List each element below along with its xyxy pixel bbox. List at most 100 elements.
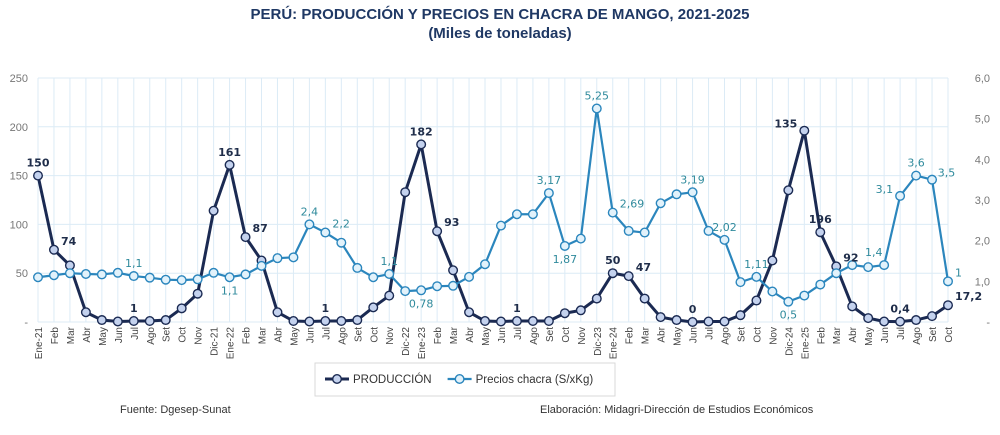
legend-marker — [332, 374, 343, 385]
data-point — [543, 316, 554, 327]
x-tick-label: Nov — [577, 327, 588, 345]
y-right-tick-label: - — [986, 317, 990, 329]
y-right-tick-label: 4,0 — [975, 154, 990, 166]
data-label: 74 — [61, 235, 77, 248]
y-left-tick-label: 50 — [16, 268, 28, 280]
x-tick-label: Ago — [720, 327, 731, 345]
data-point — [767, 255, 778, 266]
y-right-tick-label: 6,0 — [975, 73, 990, 85]
data-label: 0 — [689, 303, 697, 316]
x-tick-label: Jul — [321, 327, 332, 340]
x-tick-label: Mar — [258, 326, 269, 344]
data-point — [607, 268, 618, 279]
x-tick-label: Ene-25 — [800, 327, 811, 360]
y-right-tick-label: 3,0 — [975, 195, 990, 207]
data-label: 87 — [253, 222, 268, 235]
x-tick-label: Ago — [529, 327, 540, 345]
data-point — [448, 265, 459, 276]
data-point — [815, 279, 826, 290]
x-tick-label: May — [481, 327, 492, 346]
y-left-tick-label: 200 — [10, 122, 28, 134]
x-tick-label: Set — [928, 327, 939, 342]
data-point — [815, 227, 826, 238]
x-tick-label: Jul — [513, 327, 524, 340]
x-tick-label: May — [289, 327, 300, 346]
x-tick-label: Jul — [896, 327, 907, 340]
x-tick-label: Set — [353, 327, 364, 342]
data-point — [527, 316, 538, 327]
data-point — [559, 308, 570, 319]
data-point — [128, 316, 139, 327]
data-label: 0,5 — [780, 309, 798, 322]
x-tick-label: Dic-23 — [593, 327, 604, 356]
x-tick-label: Nov — [385, 327, 396, 345]
y-right-tick-label: 5,0 — [975, 114, 990, 126]
data-point — [192, 288, 203, 299]
data-label: 3,5 — [938, 167, 956, 180]
y-right-tick-label: 2,0 — [975, 236, 990, 248]
x-tick-label: Nov — [194, 327, 205, 345]
x-tick-label: Set — [736, 327, 747, 342]
data-point — [783, 296, 794, 307]
data-point — [208, 267, 219, 278]
data-point — [591, 293, 602, 304]
data-point — [863, 262, 874, 273]
data-point — [735, 310, 746, 321]
data-point — [320, 227, 331, 238]
x-tick-label: Dic-22 — [401, 327, 412, 356]
x-tick-label: Jun — [880, 327, 891, 343]
data-label: 196 — [809, 213, 832, 226]
data-point — [336, 237, 347, 248]
data-point — [272, 307, 283, 318]
y-left-tick-label: 150 — [10, 171, 28, 183]
x-tick-label: Ene-24 — [609, 327, 620, 360]
x-tick-label: Mar — [641, 326, 652, 344]
data-label: 5,25 — [585, 90, 610, 103]
legend-label: Precios chacra (S/xKg) — [476, 374, 594, 386]
data-point — [495, 220, 506, 231]
data-point — [176, 303, 187, 314]
data-point — [224, 272, 235, 283]
data-point — [527, 209, 538, 220]
x-tick-label: Feb — [50, 327, 61, 345]
x-tick-label: Abr — [273, 326, 284, 342]
data-point — [543, 188, 554, 199]
data-point — [911, 170, 922, 181]
x-tick-label: Abr — [848, 326, 859, 342]
x-tick-label: Jul — [705, 327, 716, 340]
y-right-tick-label: 1,0 — [975, 276, 990, 288]
x-tick-label: Abr — [465, 326, 476, 342]
y-left-tick-label: 250 — [10, 73, 28, 85]
x-tick-label: Ago — [146, 327, 157, 345]
y-left-tick-label: - — [24, 317, 28, 329]
chart-subtitle: (Miles de toneladas) — [428, 25, 572, 42]
data-point — [33, 170, 44, 181]
data-point — [400, 187, 411, 198]
x-tick-label: Mar — [66, 326, 77, 344]
data-point — [400, 286, 411, 297]
data-point — [767, 286, 778, 297]
data-point — [703, 316, 714, 327]
x-tick-label: Jun — [497, 327, 508, 343]
data-label: 1,1 — [125, 257, 143, 270]
data-point — [192, 274, 203, 285]
data-label: 0,78 — [409, 297, 434, 310]
data-point — [112, 316, 123, 327]
data-point — [799, 125, 810, 136]
data-point — [384, 290, 395, 301]
data-point — [176, 275, 187, 286]
data-label: 2,69 — [620, 198, 645, 211]
data-point — [719, 316, 730, 327]
data-point — [112, 267, 123, 278]
data-point — [144, 316, 155, 327]
data-point — [495, 316, 506, 327]
data-point — [160, 315, 171, 326]
x-tick-label: Oct — [944, 327, 955, 343]
data-point — [751, 271, 762, 282]
x-tick-label: Abr — [657, 326, 668, 342]
data-point — [575, 233, 586, 244]
data-label: 2,4 — [301, 205, 319, 218]
data-point — [719, 234, 730, 245]
x-tick-label: Ene-23 — [417, 327, 428, 360]
x-tick-label: May — [98, 327, 109, 346]
